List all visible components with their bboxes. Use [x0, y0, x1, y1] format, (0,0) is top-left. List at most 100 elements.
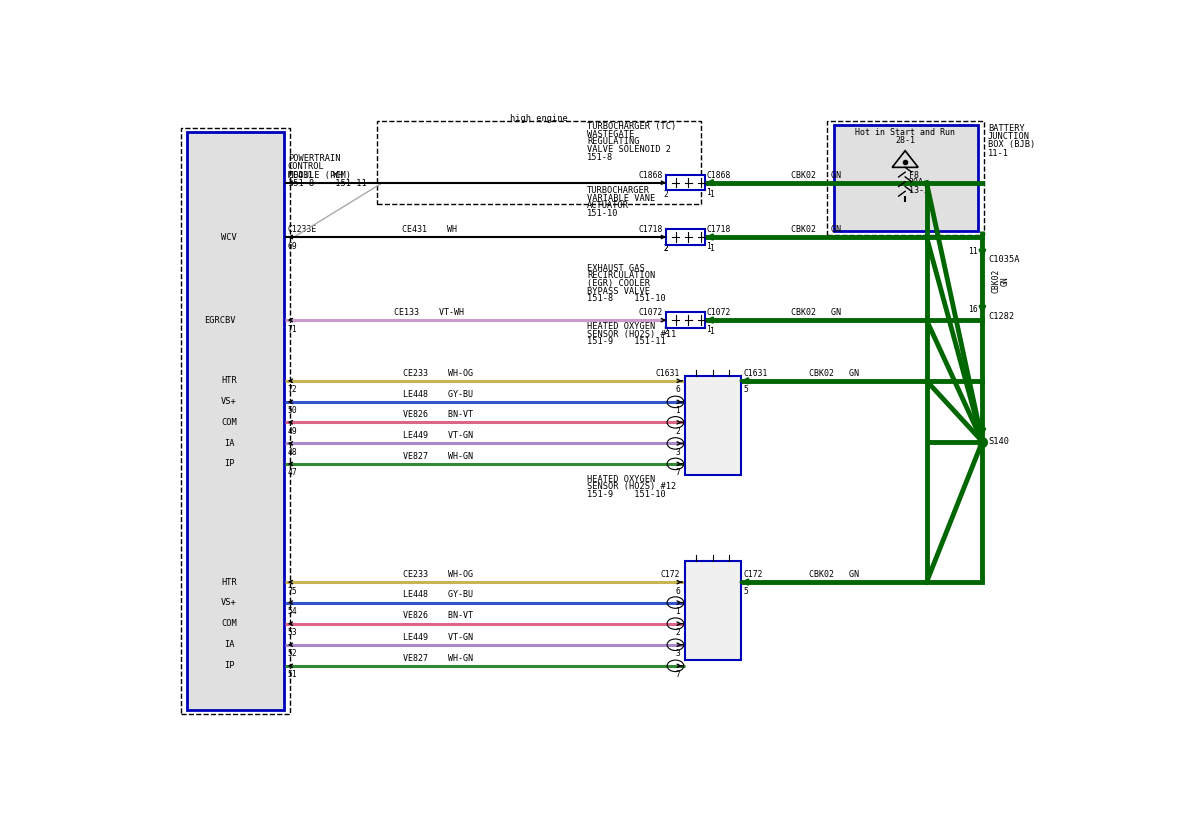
Bar [666, 175, 706, 190]
Text: 3: 3 [676, 448, 680, 457]
Text: C172: C172 [743, 570, 763, 579]
Text: EXHAUST GAS: EXHAUST GAS [587, 264, 644, 273]
Text: 5: 5 [743, 587, 749, 596]
Text: 7: 7 [676, 671, 680, 679]
Text: VS+: VS+ [221, 398, 236, 407]
Text: 3: 3 [676, 649, 680, 658]
Text: 11-1: 11-1 [988, 149, 1009, 158]
Text: F8: F8 [908, 170, 919, 179]
Text: ACTUATOR: ACTUATOR [587, 201, 629, 210]
Text: BYPASS VALVE: BYPASS VALVE [587, 287, 650, 295]
Text: C1631: C1631 [743, 369, 768, 378]
Bar [827, 120, 984, 235]
Text: CE431    WH: CE431 WH [402, 225, 456, 234]
Text: LE449    VT-GN: LE449 VT-GN [403, 432, 473, 440]
Text: COM: COM [221, 417, 236, 427]
Text: CE233    WH-OG: CE233 WH-OG [403, 369, 473, 378]
Text: 47: 47 [288, 468, 298, 477]
Text: TURBOCHARGER (TC): TURBOCHARGER (TC) [587, 122, 677, 131]
Text: 151-9    151-11: 151-9 151-11 [587, 337, 666, 346]
Text: CBK02   GN: CBK02 GN [791, 170, 841, 179]
Text: 7: 7 [676, 468, 680, 477]
Text: VS+: VS+ [221, 598, 236, 607]
Text: LE448    GY-BU: LE448 GY-BU [403, 390, 473, 398]
Text: C1035A: C1035A [988, 255, 1020, 264]
Text: POWERTRAIN: POWERTRAIN [288, 154, 340, 163]
Text: HTR: HTR [221, 578, 236, 587]
Text: 48: 48 [288, 448, 298, 457]
Text: 2: 2 [676, 427, 680, 436]
Text: 28-1: 28-1 [895, 136, 916, 145]
Bar [666, 229, 706, 245]
Text: 11: 11 [968, 247, 978, 256]
Text: VALVE SOLENOID 2: VALVE SOLENOID 2 [587, 145, 671, 154]
Text: 2: 2 [664, 244, 668, 253]
Text: 6: 6 [676, 385, 680, 394]
Text: 151-8: 151-8 [587, 153, 613, 162]
Text: 151-8    151-11: 151-8 151-11 [288, 178, 366, 188]
Text: 75: 75 [288, 587, 298, 596]
Text: 1: 1 [676, 407, 680, 415]
Text: 54: 54 [288, 607, 298, 616]
Text: 52: 52 [288, 649, 298, 658]
Text: C1868: C1868 [638, 170, 662, 179]
Text: 5: 5 [743, 385, 749, 394]
Text: C1233E: C1233E [288, 225, 317, 234]
Text: CE233    WH-OG: CE233 WH-OG [403, 570, 473, 579]
Text: 1: 1 [706, 242, 712, 251]
Bar [666, 312, 706, 328]
Text: C1868: C1868 [706, 170, 731, 179]
Text: IP: IP [224, 459, 234, 468]
Text: 13-3: 13-3 [908, 186, 929, 195]
Text: MODULE (PCM): MODULE (PCM) [288, 170, 350, 179]
Text: (EGR) COOLER: (EGR) COOLER [587, 279, 650, 288]
Text: 1: 1 [709, 327, 714, 336]
Text: TURBOCHARGER: TURBOCHARGER [587, 186, 650, 195]
Text: WCV: WCV [221, 232, 236, 242]
Text: 49: 49 [288, 427, 298, 436]
Text: CBK02   GN: CBK02 GN [791, 225, 841, 234]
Text: VE827    WH-GN: VE827 WH-GN [403, 654, 473, 662]
Text: BATTERY: BATTERY [988, 124, 1025, 133]
Bar [834, 125, 978, 231]
Text: GN: GN [1001, 276, 1010, 286]
Text: C1072: C1072 [706, 308, 731, 317]
Text: JUNCTION: JUNCTION [988, 132, 1030, 141]
Text: CE133    VT-WH: CE133 VT-WH [394, 308, 464, 317]
Text: 1: 1 [706, 325, 712, 334]
Text: REGULATING: REGULATING [587, 137, 640, 146]
Text: LE449    VT-GN: LE449 VT-GN [403, 632, 473, 642]
Text: 1: 1 [676, 607, 680, 616]
Text: CBK02   GN: CBK02 GN [791, 308, 841, 317]
Text: 151-10: 151-10 [587, 209, 619, 217]
Text: COM: COM [221, 619, 236, 628]
Text: WASTEGATE: WASTEGATE [587, 129, 635, 139]
Text: CE431    WH: CE431 WH [288, 170, 343, 179]
Text: 2: 2 [676, 628, 680, 637]
Text: CBK02   GN: CBK02 GN [809, 570, 858, 579]
Text: RECIRCULATION: RECIRCULATION [587, 271, 655, 281]
Text: C1072: C1072 [638, 308, 662, 317]
Text: 1: 1 [706, 188, 712, 197]
Text: 53: 53 [288, 628, 298, 637]
Text: LE448    GY-BU: LE448 GY-BU [403, 590, 473, 599]
Text: HTR: HTR [221, 376, 236, 385]
Text: C172: C172 [660, 570, 680, 579]
Text: VARIABLE VANE: VARIABLE VANE [587, 193, 655, 203]
Text: VE827    WH-GN: VE827 WH-GN [403, 452, 473, 461]
Text: 151-9    151-10: 151-9 151-10 [587, 490, 666, 499]
Text: IA: IA [224, 439, 234, 448]
Text: 50: 50 [288, 407, 298, 415]
Text: IA: IA [224, 640, 234, 649]
Text: C1631: C1631 [655, 369, 680, 378]
Text: C1718: C1718 [638, 225, 662, 234]
Bar [377, 121, 701, 204]
Text: VE826    BN-VT: VE826 BN-VT [403, 410, 473, 419]
Text: SENSOR (HO2S) #12: SENSOR (HO2S) #12 [587, 482, 677, 491]
Text: 151-8    151-10: 151-8 151-10 [587, 295, 666, 304]
Text: CBK02   GN: CBK02 GN [809, 369, 858, 378]
Text: 71: 71 [288, 325, 298, 334]
Text: 69: 69 [288, 242, 298, 251]
Text: VE826    BN-VT: VE826 BN-VT [403, 612, 473, 621]
Text: SENSOR (HO2S) #11: SENSOR (HO2S) #11 [587, 330, 677, 339]
